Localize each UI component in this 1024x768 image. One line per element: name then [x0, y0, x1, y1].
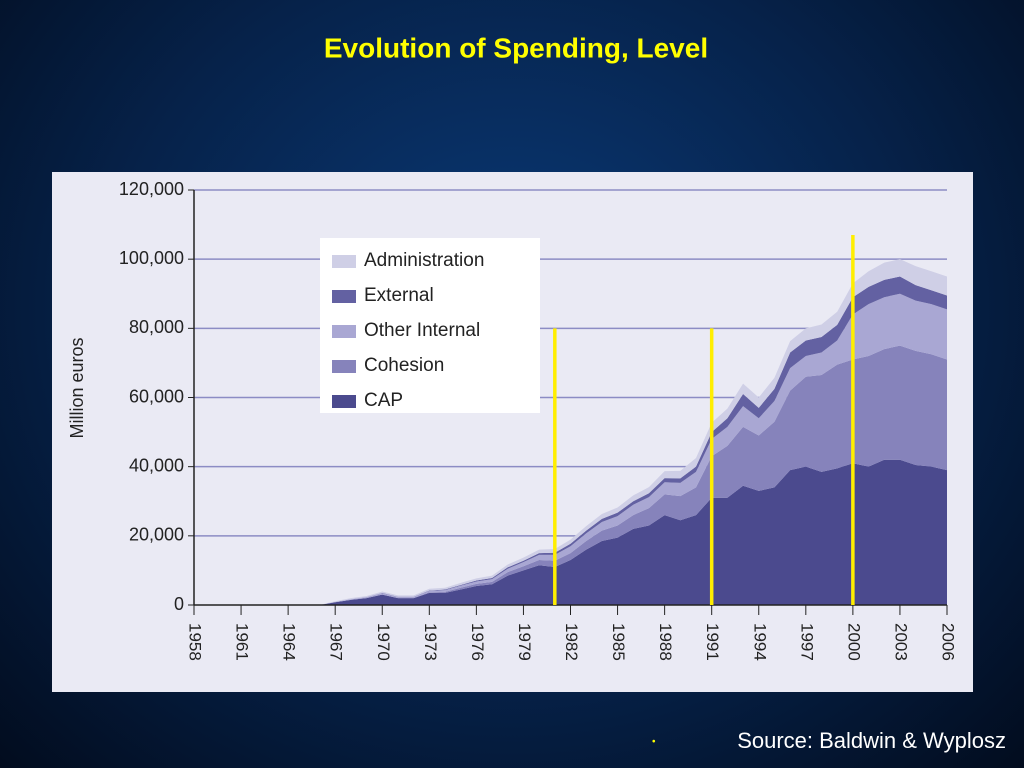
legend-box	[320, 238, 540, 413]
source-note: Source: Baldwin & Wyplosz	[737, 728, 1006, 753]
x-tick-label: 1985	[609, 623, 628, 661]
x-tick-label: 1988	[656, 623, 675, 661]
x-tick-label: 1961	[233, 623, 252, 661]
x-tick-label: 1979	[515, 623, 534, 661]
x-tick-label: 2003	[891, 623, 910, 661]
legend-swatch	[332, 395, 356, 408]
x-tick-label: 1976	[468, 623, 487, 661]
legend-swatch	[332, 255, 356, 268]
x-tick-label: 1991	[703, 623, 722, 661]
x-tick-label: 1970	[374, 623, 393, 661]
legend-label: Administration	[364, 250, 484, 271]
y-tick-label: 80,000	[129, 317, 184, 337]
legend-label: Other Internal	[364, 320, 480, 341]
y-tick-label: 20,000	[129, 525, 184, 545]
y-tick-label: 0	[174, 594, 184, 614]
area	[194, 459, 947, 605]
x-tick-label: 2006	[939, 623, 958, 661]
legend-swatch	[332, 325, 356, 338]
legend-label: CAP	[364, 390, 403, 411]
x-tick-label: 1964	[280, 623, 299, 661]
legend-swatch	[332, 290, 356, 303]
legend-label: External	[364, 285, 434, 306]
x-tick-label: 1958	[186, 623, 205, 661]
y-tick-label: 100,000	[119, 248, 184, 268]
bullet: •	[652, 737, 656, 748]
x-tick-label: 2000	[844, 623, 863, 661]
area	[194, 293, 947, 605]
x-tick-label: 1973	[421, 623, 440, 661]
x-tick-label: 1982	[562, 623, 581, 661]
y-axis-label: Million euros	[67, 337, 87, 438]
y-tick-label: 40,000	[129, 455, 184, 475]
x-tick-label: 1994	[750, 623, 769, 661]
slide-title: Evolution of Spending, Level	[324, 32, 708, 63]
y-tick-label: 120,000	[119, 179, 184, 199]
x-tick-label: 1997	[797, 623, 816, 661]
legend-swatch	[332, 360, 356, 373]
y-tick-label: 60,000	[129, 386, 184, 406]
legend-label: Cohesion	[364, 355, 444, 376]
x-tick-label: 1967	[327, 623, 346, 661]
